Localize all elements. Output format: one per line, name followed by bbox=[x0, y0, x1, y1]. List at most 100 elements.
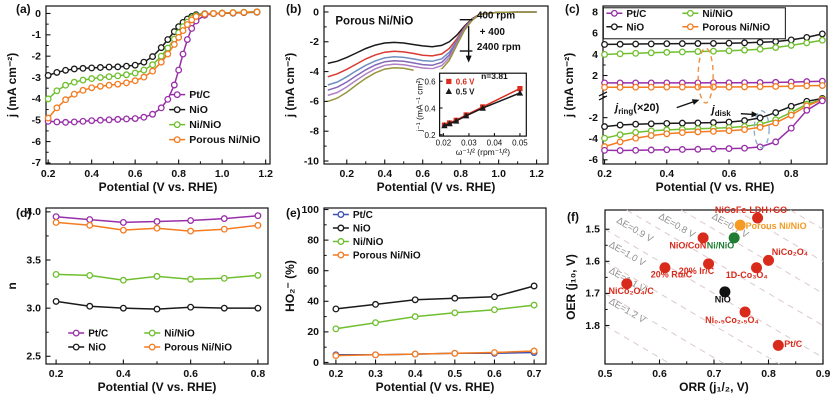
svg-text:NiO: NiO bbox=[353, 224, 371, 235]
svg-text:4: 4 bbox=[592, 49, 598, 61]
panel-a: (a) 0.2 0.4 0.6 0.8 1.0 1.2 0 -1 -2 -3 -4 -5 -6 -7 Pot… bbox=[0, 0, 278, 200]
svg-text:0.2: 0.2 bbox=[424, 131, 436, 140]
svg-text:0.7: 0.7 bbox=[707, 368, 722, 380]
svg-text:-4: -4 bbox=[310, 66, 319, 78]
svg-text:0: 0 bbox=[313, 357, 319, 369]
svg-text:0.4: 0.4 bbox=[377, 168, 392, 180]
panel-f: (f) ΔE=0.7 V ΔE=0.8 V ΔE=0.9 V ΔE=1.0 V ΔE=1… bbox=[557, 200, 835, 400]
svg-text:-8: -8 bbox=[310, 126, 319, 138]
svg-text:3.5: 3.5 bbox=[26, 254, 41, 266]
svg-text:1.7: 1.7 bbox=[585, 288, 600, 300]
svg-text:-2: -2 bbox=[32, 50, 41, 62]
svg-text:0.5 V: 0.5 V bbox=[456, 87, 475, 96]
svg-text:0.6: 0.6 bbox=[183, 368, 198, 380]
chart-d-electron-number: 0.2 0.4 0.6 0.8 4.0 3.5 3.0 2.5 Potential (V vs.… bbox=[5, 206, 269, 394]
svg-text:400 rpm: 400 rpm bbox=[477, 11, 515, 22]
chart-e-peroxide-yield: 0.2 0.3 0.4 0.5 0.6 0.7 0 20 40 60 80 100 Potential … bbox=[283, 204, 547, 394]
svg-text:20: 20 bbox=[307, 326, 319, 338]
svg-text:jdisk: jdisk bbox=[710, 104, 732, 118]
svg-text:Potential (V vs. RHE): Potential (V vs. RHE) bbox=[656, 180, 775, 194]
svg-text:jring(×20): jring(×20) bbox=[613, 102, 659, 116]
svg-text:+ 400: + 400 bbox=[480, 27, 506, 38]
svg-text:0.4: 0.4 bbox=[116, 368, 131, 380]
svg-text:1.2: 1.2 bbox=[529, 168, 544, 180]
svg-text:Pt/C: Pt/C bbox=[353, 210, 373, 221]
svg-text:0.6: 0.6 bbox=[487, 368, 502, 380]
svg-text:0.8: 0.8 bbox=[171, 168, 186, 180]
svg-text:Potential (V vs. RHE): Potential (V vs. RHE) bbox=[99, 180, 218, 194]
svg-text:Ni/NiO: Ni/NiO bbox=[353, 237, 384, 248]
svg-text:0.3: 0.3 bbox=[368, 368, 383, 380]
panel-d: (d) 0.2 0.4 0.6 0.8 4.0 3.5 3.0 2.5 Potential (V… bbox=[0, 200, 278, 400]
svg-text:3.0: 3.0 bbox=[26, 302, 41, 314]
svg-text:0.03: 0.03 bbox=[461, 139, 477, 148]
svg-text:Ni/NiO: Ni/NiO bbox=[707, 241, 735, 251]
svg-text:ω⁻¹/² (rpm⁻¹/²): ω⁻¹/² (rpm⁻¹/²) bbox=[456, 147, 510, 157]
svg-text:NiO: NiO bbox=[88, 343, 106, 354]
svg-text:-3: -3 bbox=[32, 72, 41, 84]
svg-text:Ni/NiO: Ni/NiO bbox=[164, 329, 195, 340]
svg-text:Porous Ni/NiO: Porous Ni/NiO bbox=[189, 134, 260, 146]
svg-text:NiO/CoN: NiO/CoN bbox=[669, 241, 706, 251]
svg-text:ΔE=0.9 V: ΔE=0.9 V bbox=[614, 215, 655, 245]
svg-text:Potential (V vs. RHE): Potential (V vs. RHE) bbox=[377, 180, 496, 194]
svg-text:-5: -5 bbox=[32, 115, 41, 127]
svg-text:Porous Ni/NiO: Porous Ni/NiO bbox=[353, 251, 421, 262]
svg-text:NiCo₂O₄: NiCo₂O₄ bbox=[772, 247, 808, 257]
svg-text:-4: -4 bbox=[32, 93, 41, 105]
svg-text:1.5: 1.5 bbox=[585, 224, 600, 236]
svg-text:-2: -2 bbox=[589, 112, 598, 124]
svg-text:Pt/C: Pt/C bbox=[88, 329, 108, 340]
svg-text:0.9: 0.9 bbox=[816, 368, 831, 380]
panel-c: (c) 0.2 0.4 0.6 0.8 8 6 4 2 -2 -4 -6 Potential (V v… bbox=[557, 0, 835, 200]
svg-text:Pt/C: Pt/C bbox=[626, 9, 646, 20]
svg-text:NiCo₂O₄/C: NiCo₂O₄/C bbox=[609, 286, 655, 296]
panel-d-label: (d) bbox=[16, 206, 32, 220]
svg-text:2400 rpm: 2400 rpm bbox=[477, 42, 521, 53]
svg-text:20% Ir/C: 20% Ir/C bbox=[679, 266, 715, 276]
svg-text:0.4: 0.4 bbox=[84, 168, 99, 180]
svg-text:Potential (V vs. RHE): Potential (V vs. RHE) bbox=[376, 380, 495, 394]
svg-text:n=3.81: n=3.81 bbox=[481, 71, 508, 81]
svg-text:0.7: 0.7 bbox=[527, 368, 542, 380]
svg-text:-7: -7 bbox=[32, 157, 41, 169]
svg-text:j (mA cm⁻²): j (mA cm⁻²) bbox=[283, 53, 297, 119]
panel-c-label: (c) bbox=[565, 2, 580, 16]
svg-text:1.0: 1.0 bbox=[491, 168, 506, 180]
svg-text:0.4: 0.4 bbox=[659, 168, 674, 180]
panel-b: (b) 0.2 0.4 0.6 0.8 1.0 1.2 0 -2 -4 -6 -8 -10 Potent… bbox=[278, 0, 556, 200]
svg-text:j (mA cm⁻²): j (mA cm⁻²) bbox=[5, 53, 19, 119]
svg-text:HO₂⁻ (%): HO₂⁻ (%) bbox=[283, 260, 297, 312]
svg-text:ORR (j₁/₂, V): ORR (j₁/₂, V) bbox=[679, 380, 749, 394]
svg-text:-1: -1 bbox=[32, 29, 41, 41]
svg-text:NiCoFe-LDH+GO: NiCoFe-LDH+GO bbox=[715, 205, 787, 215]
svg-text:4.0: 4.0 bbox=[26, 206, 41, 218]
svg-text:Ni/NiO: Ni/NiO bbox=[702, 9, 733, 20]
svg-text:0.5: 0.5 bbox=[448, 368, 463, 380]
svg-text:0: 0 bbox=[313, 6, 319, 18]
svg-text:0.2: 0.2 bbox=[597, 168, 612, 180]
svg-text:Ni/NiO: Ni/NiO bbox=[189, 119, 221, 131]
svg-text:Porous Ni/NiO: Porous Ni/NiO bbox=[164, 343, 232, 354]
svg-text:Pt/C: Pt/C bbox=[784, 339, 803, 349]
svg-text:2.5: 2.5 bbox=[26, 351, 41, 363]
svg-text:0.6: 0.6 bbox=[424, 78, 436, 87]
svg-text:-2: -2 bbox=[310, 36, 319, 48]
svg-text:1D-Co₃O₄: 1D-Co₃O₄ bbox=[726, 270, 768, 280]
svg-text:0.04: 0.04 bbox=[487, 139, 503, 148]
svg-text:0.8: 0.8 bbox=[761, 368, 776, 380]
svg-text:0.05: 0.05 bbox=[512, 139, 528, 148]
svg-text:NiO: NiO bbox=[189, 104, 208, 116]
panel-a-label: (a) bbox=[16, 2, 31, 16]
svg-text:0.02: 0.02 bbox=[436, 139, 452, 148]
panel-e-label: (e) bbox=[286, 206, 301, 220]
svg-text:0.6 V: 0.6 V bbox=[456, 77, 475, 86]
svg-text:Potential (V vs. RHE): Potential (V vs. RHE) bbox=[98, 380, 217, 394]
svg-text:0.6: 0.6 bbox=[415, 168, 430, 180]
chart-a-orr-lsv: 0.2 0.4 0.6 0.8 1.0 1.2 0 -1 -2 -3 -4 -5 -6 -7 Potenti… bbox=[5, 5, 273, 194]
panel-f-label: (f) bbox=[567, 210, 579, 224]
svg-text:0: 0 bbox=[35, 8, 41, 20]
svg-text:Porous Ni/NiO: Porous Ni/NiO bbox=[702, 22, 770, 33]
svg-text:-6: -6 bbox=[32, 136, 41, 148]
